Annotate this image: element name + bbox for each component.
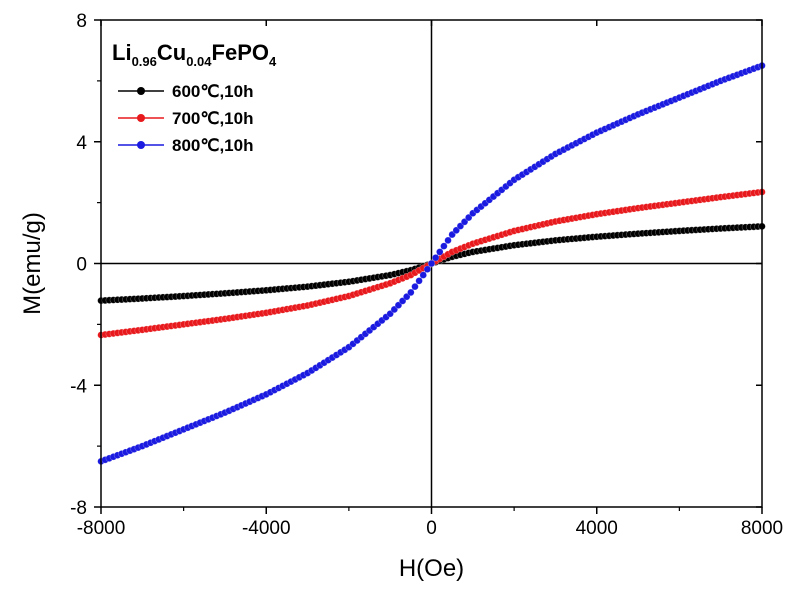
series-2 xyxy=(97,188,766,339)
y-tick-label: -4 xyxy=(70,376,87,397)
legend-item-3: 800℃,10h xyxy=(118,136,253,155)
y-axis-title: M(emu/g) xyxy=(19,212,46,315)
data-point xyxy=(411,282,419,291)
data-point xyxy=(423,265,432,273)
legend-title-part: FePO xyxy=(212,40,269,65)
data-point xyxy=(436,248,444,256)
data-point xyxy=(403,292,411,301)
legend-title-part: Li xyxy=(112,40,132,65)
legend-label: 700℃,10h xyxy=(172,109,253,128)
data-point xyxy=(390,305,399,314)
legend-title-subscript: 4 xyxy=(269,54,277,69)
legend-swatch-marker xyxy=(137,141,145,149)
legend-title-subscript: 0.04 xyxy=(186,54,212,69)
legend-title-subscript: 0.96 xyxy=(132,54,157,69)
plot-frame xyxy=(100,19,763,508)
y-tick-label: -8 xyxy=(70,498,87,519)
data-point xyxy=(448,230,456,239)
data-point xyxy=(464,213,473,222)
data-point xyxy=(407,288,415,297)
data-point xyxy=(444,236,452,245)
legend-swatch-marker xyxy=(137,114,145,122)
x-tick-label: 4000 xyxy=(576,518,618,539)
x-axis-title: H(Oe) xyxy=(399,555,464,582)
series-group xyxy=(97,61,766,466)
data-point xyxy=(431,254,440,262)
legend-items: 600℃,10h 700℃,10h 800℃,10h xyxy=(118,82,253,155)
series-3 xyxy=(97,61,766,466)
data-point xyxy=(386,310,394,318)
legend-title-part: Cu xyxy=(157,40,186,65)
legend-swatch-marker xyxy=(137,87,145,95)
legend: Li0.96Cu0.04FePO4 600℃,10h 700℃,10h 800℃,1… xyxy=(112,40,277,155)
data-point xyxy=(460,218,469,226)
data-point xyxy=(427,259,436,268)
data-point xyxy=(415,277,423,285)
legend-item-2: 700℃,10h xyxy=(118,109,253,128)
data-point xyxy=(452,226,460,235)
x-tick-label: -4000 xyxy=(242,518,291,539)
y-tick-label: 8 xyxy=(76,11,87,32)
x-tick-label: 8000 xyxy=(741,518,783,539)
legend-label: 800℃,10h xyxy=(172,136,253,155)
data-point xyxy=(394,301,403,309)
legend-title: Li0.96Cu0.04FePO4 xyxy=(112,40,277,69)
legend-item-1: 600℃,10h xyxy=(118,82,253,101)
y-tick-label: 0 xyxy=(76,255,87,276)
y-tick-label: 4 xyxy=(76,133,87,154)
tick-labels: -8000 -4000 0 4000 8000 -8 -4 0 4 8 xyxy=(70,11,783,539)
legend-label: 600℃,10h xyxy=(172,82,253,101)
data-point xyxy=(440,242,448,250)
x-tick-label: -8000 xyxy=(77,518,126,539)
data-point xyxy=(456,222,465,230)
data-point xyxy=(398,297,407,305)
x-tick-label: 0 xyxy=(426,518,437,539)
data-point xyxy=(419,271,427,279)
